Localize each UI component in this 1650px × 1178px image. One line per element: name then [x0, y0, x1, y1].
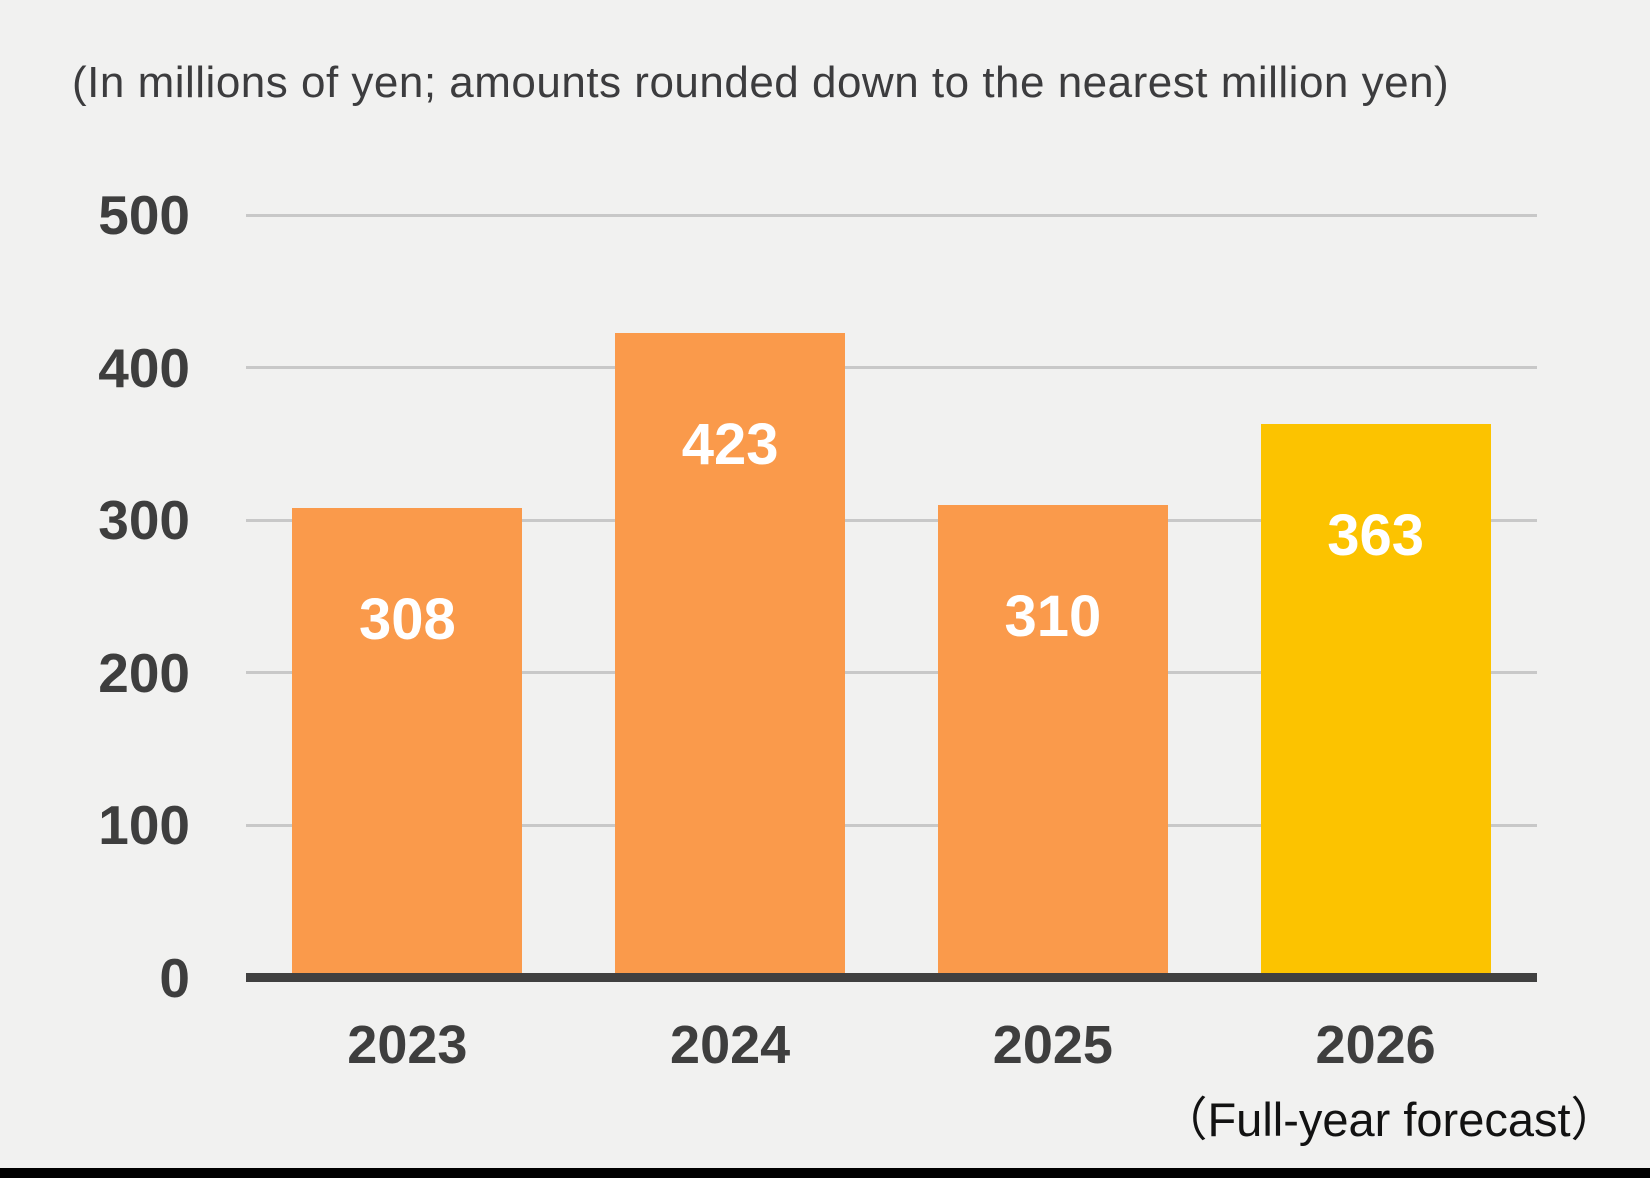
y-axis-tick-label-0: 0	[159, 947, 190, 1009]
bar-value-label-2024: 423	[681, 411, 779, 477]
bottom-black-strip	[0, 1168, 1650, 1178]
gridline-500	[246, 213, 1537, 217]
y-axis-tick-label-500: 500	[98, 184, 190, 246]
bar-2024	[615, 332, 846, 978]
bar-2023	[292, 507, 523, 978]
x-axis-line	[246, 973, 1537, 982]
bar-value-label-2026: 363	[1327, 503, 1425, 569]
gridline-200	[246, 671, 1537, 675]
x-axis-tick-label-2025: 2025	[992, 1015, 1113, 1075]
y-axis-tick-label-300: 300	[98, 489, 190, 552]
y-axis-tick-label-100: 100	[98, 794, 190, 857]
y-axis-tick-label-200: 200	[98, 641, 190, 704]
x-axis-tick-label-2026: 2026	[1315, 1015, 1436, 1075]
x-axis-tick-label-2024: 2024	[670, 1015, 791, 1075]
bar-2025	[937, 504, 1168, 978]
bar-value-label-2025: 310	[1004, 583, 1102, 649]
gridline-300	[246, 518, 1537, 522]
y-axis-tick-label-400: 400	[98, 336, 190, 399]
bar-value-label-2023: 308	[358, 586, 456, 652]
x-axis-tick-label-2023: 2023	[347, 1015, 468, 1075]
gridline-100	[246, 823, 1537, 827]
chart-unit-note: (In millions of yen; amounts rounded dow…	[72, 58, 1450, 107]
bar-2026	[1260, 424, 1491, 978]
gridline-400	[246, 366, 1537, 370]
full-year-forecast-note: （Full-year forecast）	[1160, 1093, 1618, 1146]
